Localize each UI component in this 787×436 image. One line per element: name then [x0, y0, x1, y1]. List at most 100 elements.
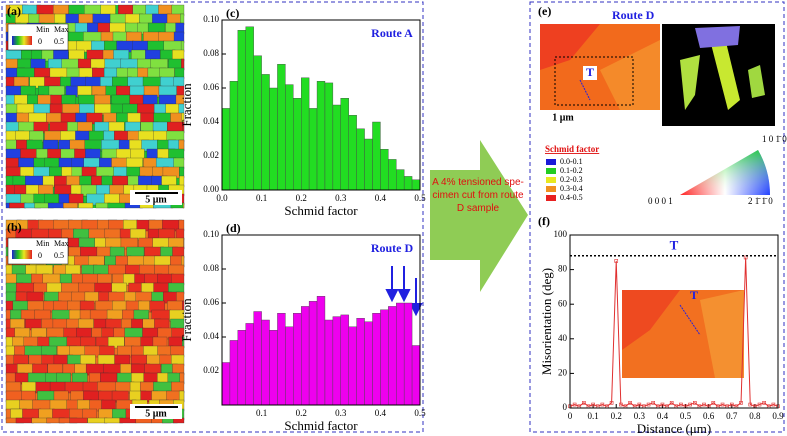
x-tick-label: 0.4: [375, 193, 387, 203]
scale-label: 1 μm: [552, 112, 574, 123]
profile-line: [679, 304, 701, 336]
bar: [261, 319, 270, 406]
y-tick-label: 40: [558, 333, 568, 343]
bar: [237, 30, 246, 191]
panel-label: (d): [226, 221, 241, 235]
y-tick-label: 0.08: [203, 263, 219, 273]
point: [591, 402, 595, 407]
plot-frame: [569, 234, 779, 409]
x-tick-label: 0.1: [256, 193, 267, 203]
bar: [388, 159, 397, 191]
legend-label: 0.2-0.3: [560, 175, 583, 184]
bar: [372, 121, 381, 191]
point: [748, 402, 753, 407]
bar: [396, 302, 405, 406]
point: [757, 402, 762, 407]
inset-marker: T: [690, 288, 698, 302]
legend-swatch: [546, 168, 556, 174]
point: [771, 402, 776, 407]
grain: [78, 202, 94, 209]
bar: [340, 97, 349, 191]
bar: [380, 309, 389, 406]
bar: [348, 114, 357, 191]
x-tick-label: 0.3: [335, 193, 347, 203]
x-tick-label: 0.5: [414, 408, 426, 418]
legend: 0.0-0.10.1-0.20.2-0.30.3-0.40.4-0.5: [546, 157, 583, 202]
bar: [324, 319, 334, 406]
colorbar-label: Min: [36, 239, 49, 248]
grain: [15, 417, 34, 424]
bar: [403, 302, 413, 406]
bar: [316, 80, 326, 191]
point: [609, 401, 614, 405]
x-tick-label: 0.6: [703, 411, 715, 421]
bar: [253, 311, 262, 406]
legend-swatch: [546, 186, 556, 192]
y-tick-label: 0.04: [203, 116, 219, 126]
bar: [245, 323, 254, 406]
bar: [277, 63, 286, 191]
bar: [364, 321, 373, 406]
marker-box: [583, 66, 597, 80]
bar: [293, 313, 302, 406]
y-tick-label: 0.04: [203, 331, 219, 341]
bar: [348, 326, 357, 406]
point: [600, 402, 605, 407]
annotation: Route A: [371, 26, 413, 40]
y-tick-label: 0: [563, 402, 568, 412]
bar: [245, 26, 254, 191]
point: [619, 402, 623, 407]
legend-label: 0.3-0.4: [560, 184, 583, 193]
left-frame: [1, 1, 424, 433]
right-frame: [529, 1, 785, 433]
x-axis-title: Schmid factor: [284, 203, 358, 218]
bar: [261, 74, 270, 191]
colorbar-label: Max: [54, 239, 69, 248]
bar: [411, 345, 421, 406]
grain: [622, 290, 680, 350]
point: [660, 402, 665, 407]
bar: [229, 80, 239, 191]
point: [720, 402, 725, 407]
grain: [47, 202, 65, 209]
y-tick-label: 80: [558, 264, 568, 274]
legend-swatch: [546, 159, 556, 165]
bar: [324, 82, 334, 191]
grain: [182, 202, 185, 209]
legend-label: 0.1-0.2: [560, 166, 583, 175]
annotation: Route D: [371, 241, 414, 255]
y-tick-label: 0.06: [203, 297, 219, 307]
grain: [107, 336, 125, 349]
bar: [372, 313, 381, 406]
bar: [285, 84, 294, 191]
ipf-label: 0 0 0 1: [648, 196, 673, 206]
x-tick-label: 0.1: [256, 408, 267, 418]
maps: [5, 4, 185, 424]
twin: [710, 38, 740, 110]
scale-label: 5 μm: [145, 194, 167, 205]
y-tick-label: 0.10: [203, 229, 219, 239]
colorbar-label: Max: [54, 25, 69, 34]
bar: [332, 104, 342, 191]
point: [711, 401, 716, 405]
point: [679, 402, 683, 407]
bar: [253, 55, 262, 191]
twin: [680, 55, 700, 110]
panel-label: (f): [538, 214, 550, 228]
x-tick-label: 0.1: [587, 411, 598, 421]
x-tick-label: 0.2: [611, 411, 622, 421]
bar: [229, 340, 239, 406]
point: [729, 402, 734, 407]
bar: [221, 108, 231, 191]
bar: [380, 148, 389, 191]
bar: [221, 362, 231, 406]
colorbar: [12, 250, 32, 259]
y-axis-title: Misorientation (deg): [539, 268, 554, 375]
reference-label: T: [670, 238, 679, 253]
y-axis-title: Fraction: [179, 83, 194, 127]
panel-title: Route D: [612, 8, 655, 22]
y-tick-label: 20: [558, 367, 568, 377]
x-tick-label: 0.4: [375, 408, 387, 418]
grain: [9, 202, 27, 209]
